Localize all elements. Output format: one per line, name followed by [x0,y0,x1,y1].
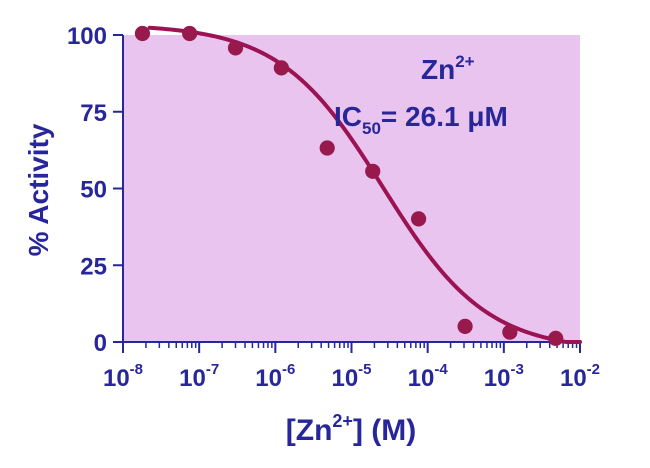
x-tick-label-base: 10 [560,365,587,392]
x-tick-label-exponent: -7 [206,361,219,378]
y-tick-label: 50 [80,177,107,204]
x-tick-label-base: 10 [331,365,358,392]
data-point [273,60,289,76]
x-axis-title-suffix: ] (M) [353,414,416,447]
x-tick-label-exponent: -4 [434,361,448,378]
data-points-layer [134,25,564,346]
x-tick-label: 10-8 [103,361,143,392]
fit-curve-layer [147,25,582,344]
x-tick-label-exponent: -2 [587,361,600,378]
x-tick-label-base: 10 [103,365,130,392]
x-tick-label-exponent: -6 [282,361,295,378]
data-point [548,330,564,346]
data-point [410,211,427,227]
data-point [182,25,198,42]
x-tick-label-base: 10 [408,365,435,392]
data-point [134,25,151,42]
data-point [365,163,381,179]
data-point [457,318,473,334]
plot-background [123,35,580,342]
x-tick-label: 10-4 [408,361,449,392]
x-tick-label: 10-3 [484,361,524,392]
y-tick-label: 75 [80,100,107,127]
x-axis-title: [Zn2+] (M) [286,411,416,447]
x-tick-label-exponent: -8 [130,361,143,378]
x-tick-label-base: 10 [179,365,206,392]
y-tick-label: 0 [94,330,107,357]
x-tick-label: 10-5 [331,361,371,392]
x-tick-label-exponent: -3 [511,361,524,378]
x-tick-label: 10-6 [255,361,295,392]
annotation-ic50-label: IC50= 26.1 μM [334,101,508,138]
y-axis-title: % Activity [23,123,54,256]
y-tick-label: 100 [67,23,107,50]
y-tick-label: 25 [80,253,107,280]
annotation-ic50-base: IC [334,101,362,132]
x-tick-label-base: 10 [484,365,511,392]
x-tick-label-exponent: -5 [358,361,371,378]
data-point [227,40,244,56]
fit-curve [147,25,582,344]
x-axis-title-prefix: [Zn [286,414,333,447]
x-tick-label-base: 10 [255,365,282,392]
data-point [319,140,335,156]
data-point [502,324,518,340]
x-axis-title-superscript: 2+ [332,411,353,431]
annotation-ic50-value: = 26.1 μM [381,101,508,132]
x-tick-label: 10-2 [560,361,600,392]
x-tick-label: 10-7 [179,361,219,392]
annotation-ion-label: Zn2+ [421,52,475,85]
annotation-ic50-subscript: 50 [362,119,381,138]
annotation-ion-base: Zn [421,54,455,85]
annotation-ion-superscript: 2+ [455,52,474,71]
